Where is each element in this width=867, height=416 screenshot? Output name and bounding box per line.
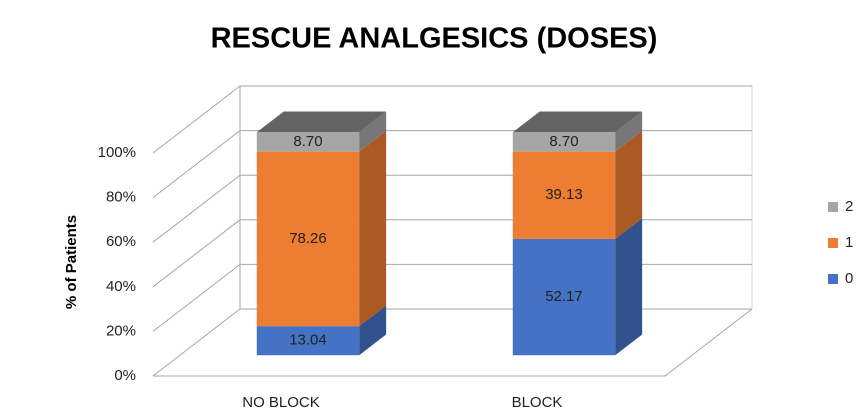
y-tick-label: 100% bbox=[98, 144, 136, 161]
legend-label: 2 bbox=[845, 198, 853, 215]
y-tick-label: 20% bbox=[106, 322, 136, 339]
bar-face bbox=[359, 305, 387, 356]
bar-face bbox=[359, 111, 387, 152]
grid-line bbox=[152, 85, 752, 154]
y-tick-label: 0% bbox=[114, 367, 136, 384]
floor-edge bbox=[153, 308, 753, 377]
bar-segment bbox=[512, 130, 643, 239]
bar-face bbox=[512, 238, 616, 356]
legend-swatch bbox=[828, 274, 838, 284]
bar-face bbox=[256, 132, 360, 152]
bar-face bbox=[359, 130, 387, 327]
legend-label: 0 bbox=[845, 270, 853, 287]
bar-face bbox=[615, 111, 643, 152]
y-tick-label: 80% bbox=[106, 189, 136, 206]
bar-face bbox=[615, 130, 643, 239]
bar-segment bbox=[256, 305, 387, 356]
data-label: 8.70 bbox=[293, 133, 322, 150]
bar-face bbox=[512, 132, 616, 152]
data-label: 52.17 bbox=[545, 288, 583, 305]
bar-face bbox=[512, 111, 643, 133]
x-tick-label: NO BLOCK bbox=[242, 394, 320, 411]
data-label: 39.13 bbox=[545, 186, 583, 203]
grid-line bbox=[152, 308, 752, 377]
y-axis-title: % of Patients bbox=[63, 215, 80, 309]
bar-segment bbox=[512, 111, 643, 152]
x-tick-label: BLOCK bbox=[512, 394, 563, 411]
grid-line bbox=[152, 263, 752, 332]
legend-swatch bbox=[828, 238, 838, 248]
bar-segment bbox=[512, 218, 643, 356]
data-label: 8.70 bbox=[549, 133, 578, 150]
grid-line bbox=[152, 130, 752, 198]
data-label: 13.04 bbox=[289, 332, 327, 349]
legend-label: 1 bbox=[845, 234, 853, 251]
grid-line bbox=[152, 219, 752, 288]
legend-swatch bbox=[828, 202, 838, 212]
bar-face bbox=[256, 151, 360, 327]
y-tick-label: 40% bbox=[106, 278, 136, 295]
bar-face bbox=[512, 151, 616, 239]
bar-segment bbox=[256, 130, 387, 327]
bar-segment bbox=[256, 111, 387, 152]
bar-face bbox=[256, 326, 360, 356]
y-tick-label: 60% bbox=[106, 233, 136, 250]
bar-face bbox=[615, 218, 643, 356]
data-label: 78.26 bbox=[289, 230, 327, 247]
grid-line bbox=[152, 174, 752, 243]
chart-title: RESCUE ANALGESICS (DOSES) bbox=[211, 23, 658, 55]
bar-face bbox=[256, 111, 387, 133]
